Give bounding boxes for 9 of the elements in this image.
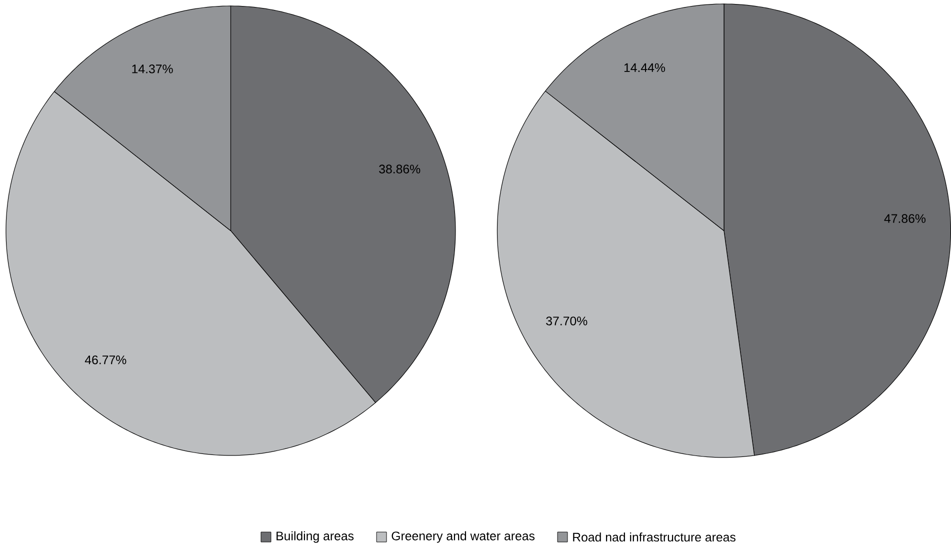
data-label: 37.70%: [546, 316, 588, 326]
data-label: 46.77%: [84, 356, 126, 364]
data-label: 14.37%: [132, 64, 173, 74]
data-label: 38.86%: [379, 164, 420, 174]
legend-label: Building areas: [276, 531, 354, 543]
data-label: 47.86%: [884, 214, 926, 223]
data-label: 14.44%: [624, 63, 666, 72]
legend-label: Greenery and water areas: [392, 531, 535, 543]
legend-label: Road nad infrastructure areas: [573, 532, 736, 542]
